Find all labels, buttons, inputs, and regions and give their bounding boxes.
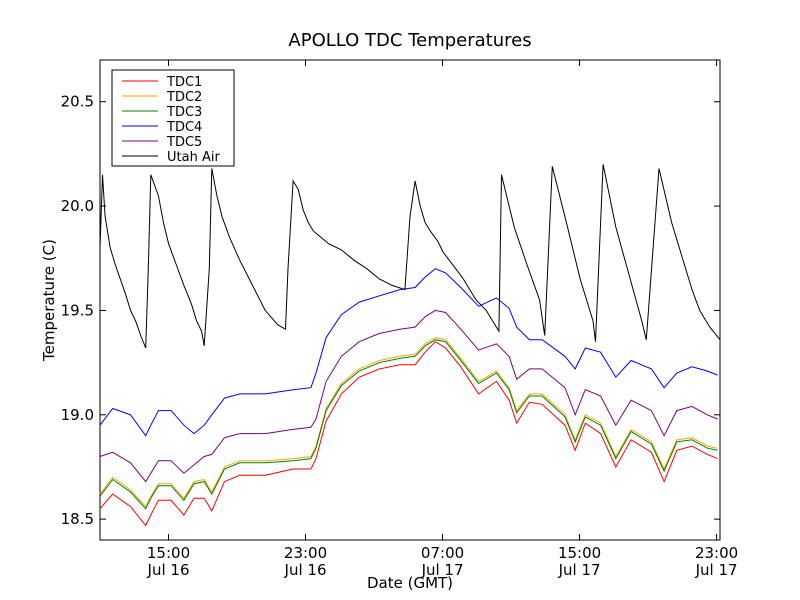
- x-tick-date: Jul 16: [284, 561, 327, 579]
- legend-box: [111, 69, 235, 167]
- y-tick-label: 19.5: [61, 301, 94, 319]
- series-line-tdc4: [99, 268, 718, 437]
- x-tick-time: 15:00: [147, 544, 190, 562]
- y-tick-label: 20.5: [61, 93, 94, 111]
- y-tick-label: 19.0: [61, 406, 94, 424]
- x-tick-date: Jul 16: [147, 561, 190, 579]
- series-line-utah-air: [99, 168, 464, 349]
- x-tick-time: 15:00: [558, 544, 601, 562]
- series-line-tdc5: [99, 309, 718, 483]
- y-axis-label: Temperature (C): [40, 239, 58, 362]
- series-line-tdc2: [99, 337, 718, 508]
- legend: TDC1 TDC2 TDC3 TDC4 TDC5 Utah Air: [111, 69, 235, 167]
- chart-title: APOLLO TDC Temperatures: [288, 30, 531, 51]
- x-tick-time: 07:00: [421, 544, 464, 562]
- legend-label-utah-air: Utah Air: [167, 150, 220, 165]
- series-line-utah-air-continued: [462, 164, 721, 342]
- x-tick-date: Jul 17: [421, 561, 464, 579]
- y-tick-label: 20.0: [61, 197, 94, 215]
- legend-label-tdc4: TDC4: [166, 120, 202, 135]
- legend-label-tdc5: TDC5: [166, 135, 202, 150]
- legend-label-tdc3: TDC3: [166, 105, 202, 120]
- x-tick-date: Jul 17: [695, 561, 738, 579]
- legend-label-tdc2: TDC2: [166, 90, 202, 105]
- y-tick-label: 18.5: [61, 510, 94, 528]
- series-layer: [99, 164, 721, 527]
- series-line-tdc1: [99, 341, 718, 527]
- x-axis-label: Date (GMT): [367, 574, 453, 592]
- x-tick-time: 23:00: [695, 544, 738, 562]
- x-tick-time: 23:00: [284, 544, 327, 562]
- series-line-tdc3: [99, 339, 718, 510]
- x-tick-date: Jul 17: [558, 561, 601, 579]
- legend-label-tdc1: TDC1: [166, 75, 202, 90]
